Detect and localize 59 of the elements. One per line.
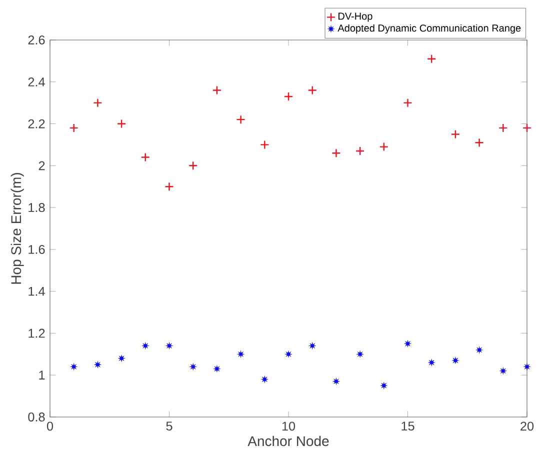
point <box>380 382 388 390</box>
point <box>260 375 269 384</box>
point <box>236 350 245 358</box>
point <box>118 354 126 362</box>
point <box>332 377 340 386</box>
x-tick-label: 15 <box>402 422 414 431</box>
point <box>332 148 341 158</box>
point <box>403 98 412 108</box>
point <box>164 182 174 192</box>
point <box>94 360 102 369</box>
point <box>427 54 436 64</box>
point <box>260 140 270 150</box>
point <box>355 146 365 156</box>
point <box>379 142 388 152</box>
x-tick-label: 20 <box>520 422 534 431</box>
point <box>116 119 126 128</box>
point <box>499 366 508 375</box>
y-tick-label: 2 <box>38 161 45 170</box>
point <box>356 350 364 358</box>
point <box>189 362 198 371</box>
point <box>474 138 484 148</box>
legend-label: Adopted Dynamic Communication Range <box>338 24 521 34</box>
point <box>498 123 508 133</box>
y-tick-label: 1 <box>39 370 45 380</box>
point <box>404 340 412 348</box>
point <box>450 130 460 139</box>
y-tick-label: 1.8 <box>28 203 45 212</box>
point <box>236 114 246 124</box>
y-tick-label: 1.4 <box>28 286 45 296</box>
x-tick-label: 5 <box>166 422 172 431</box>
point <box>140 152 150 162</box>
point <box>523 362 531 371</box>
y-tick-label: 0.8 <box>28 412 45 422</box>
point <box>284 350 293 358</box>
legend-label: DV-Hop <box>338 12 372 22</box>
y-tick-label: 1.6 <box>28 244 45 254</box>
x-tick-label: 10 <box>282 422 296 431</box>
y-axis-title: Hop Size Error(m) <box>10 172 24 284</box>
point <box>188 161 198 170</box>
point <box>284 92 294 102</box>
point <box>70 362 78 371</box>
point <box>451 356 460 364</box>
x-tick-label: 0 <box>46 422 54 431</box>
point <box>475 346 484 354</box>
point <box>522 123 532 133</box>
point <box>69 123 78 133</box>
point <box>212 364 221 373</box>
y-tick-label: 2.2 <box>28 119 45 128</box>
point <box>141 342 150 350</box>
x-axis-title: Anchor Node <box>248 436 329 446</box>
y-tick-label: 2.4 <box>28 77 45 86</box>
y-tick-label: 1.2 <box>28 328 45 338</box>
point <box>308 342 316 350</box>
point <box>165 342 174 350</box>
point <box>308 86 317 95</box>
y-tick-label: 2.6 <box>28 36 45 44</box>
point <box>93 98 102 108</box>
point <box>428 358 436 367</box>
point <box>212 86 222 95</box>
